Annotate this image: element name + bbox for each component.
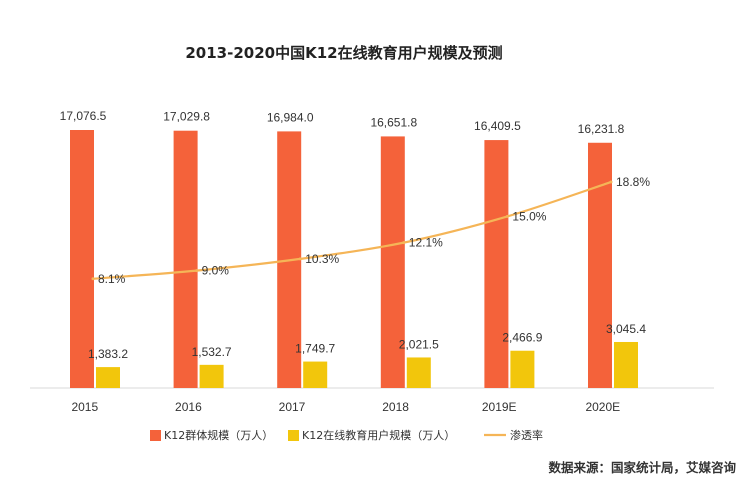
- label-k12-population: 16,651.8: [370, 115, 417, 129]
- chart-title: 2013-2020中国K12在线教育用户规模及预测: [185, 44, 502, 62]
- bar-online-users: [406, 357, 431, 388]
- x-tick-label: 2016: [175, 400, 202, 414]
- line-penetration-rate: [92, 181, 612, 280]
- point-penetration-rate: [91, 277, 95, 281]
- bar-k12-population: [588, 142, 612, 388]
- label-penetration-rate: 12.1%: [409, 236, 443, 250]
- label-penetration-rate: 8.1%: [98, 272, 126, 286]
- bar-k12-population: [380, 136, 405, 388]
- point-penetration-rate: [298, 257, 302, 261]
- bar-online-users: [510, 350, 535, 388]
- label-k12-population: 17,029.8: [163, 110, 210, 124]
- x-tick-label: 2019E: [482, 400, 517, 414]
- bar-online-users: [614, 341, 638, 388]
- bar-online-users: [303, 361, 328, 388]
- label-penetration-rate: 15.0%: [512, 209, 546, 223]
- legend-label: 渗透率: [510, 428, 543, 442]
- point-penetration-rate: [609, 180, 613, 184]
- label-penetration-rate: 10.3%: [305, 252, 339, 266]
- bar-k12-population: [173, 130, 198, 388]
- label-online-users: 2,466.9: [502, 331, 542, 345]
- label-penetration-rate: 18.8%: [616, 175, 650, 189]
- source-note: 数据来源：国家统计局，艾媒咨询: [547, 460, 736, 475]
- label-k12-population: 16,409.5: [474, 119, 521, 133]
- bar-online-users: [199, 364, 224, 388]
- x-tick-label: 2017: [279, 400, 306, 414]
- x-tick-label: 2015: [71, 400, 98, 414]
- line-layer: [91, 180, 613, 281]
- point-penetration-rate: [505, 214, 509, 218]
- label-online-users: 1,383.2: [88, 347, 128, 361]
- label-online-users: 2,021.5: [399, 337, 439, 351]
- legend-swatch: [150, 430, 161, 441]
- labels-layer: 17,076.5 1,383.2 17,029.8 1,532.7 16,984.0 1,…: [60, 109, 651, 361]
- legend: K12群体规模（万人） K12在线教育用户规模（万人） 渗透率: [150, 428, 543, 442]
- x-tick-label: 2018: [382, 400, 409, 414]
- ticks-layer: 2015 2016 2017 2018 2019E 2020E: [71, 400, 620, 414]
- label-k12-population: 16,984.0: [267, 110, 314, 124]
- point-penetration-rate: [195, 269, 199, 273]
- legend-label: K12群体规模（万人）: [164, 428, 273, 442]
- label-penetration-rate: 9.0%: [202, 264, 230, 278]
- bar-online-users: [96, 367, 120, 388]
- bar-k12-population: [70, 130, 94, 388]
- legend-swatch: [288, 430, 299, 441]
- bars-layer: [70, 130, 638, 389]
- label-online-users: 3,045.4: [606, 322, 646, 336]
- legend-label: K12在线教育用户规模（万人）: [302, 428, 455, 442]
- label-k12-population: 17,076.5: [60, 109, 107, 123]
- x-tick-label: 2020E: [585, 400, 620, 414]
- point-penetration-rate: [402, 241, 406, 245]
- bar-k12-population: [484, 140, 509, 388]
- label-k12-population: 16,231.8: [578, 122, 625, 136]
- label-online-users: 1,532.7: [192, 345, 232, 359]
- label-online-users: 1,749.7: [295, 342, 335, 356]
